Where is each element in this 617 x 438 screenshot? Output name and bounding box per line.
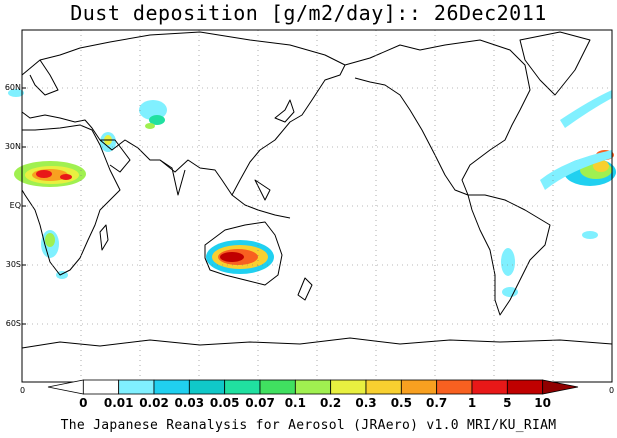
- colorbar-segment: [330, 379, 367, 395]
- colorbar-tick-label: 0.05: [209, 396, 240, 410]
- colorbar-tick-label: 5: [503, 396, 512, 410]
- map-title: Dust deposition [g/m2/day]:: 26Dec2011: [70, 1, 547, 25]
- latitude-label: 60N: [4, 83, 21, 92]
- latitude-label: 30N: [4, 142, 21, 151]
- colorbar-segment: [224, 379, 261, 395]
- colorbar-tick-label: 0.02: [139, 396, 169, 410]
- colorbar-segment: [259, 379, 296, 395]
- colorbar-tick-label: 0.07: [245, 396, 275, 410]
- latitude-label: 60S: [5, 319, 21, 328]
- colorbar-segment: [82, 379, 120, 395]
- colorbar-tick-label: 1: [467, 396, 477, 410]
- latitude-label: EQ: [9, 201, 21, 210]
- colorbar-segment: [400, 379, 438, 395]
- latitude-label: 30S: [5, 260, 21, 269]
- colorbar-segment: [188, 379, 226, 395]
- colorbar-tick-label: 0.1: [284, 396, 306, 410]
- colorbar-tick-label: 0.01: [103, 396, 134, 410]
- colorbar-segment: [436, 379, 473, 395]
- corner-label-left: 0: [20, 386, 26, 395]
- graticule: [22, 30, 612, 382]
- colorbar-segment: [365, 379, 402, 395]
- footer-credit: The Japanese Reanalysis for Aerosol (JRA…: [60, 418, 557, 433]
- colorbar-tick-label: 0.03: [174, 396, 205, 410]
- colorbar-tick-label: 0.7: [426, 396, 448, 410]
- colorbar-tick-label: 0.5: [390, 396, 412, 410]
- colorbar-tick-label: 0.3: [355, 396, 377, 410]
- colorbar: [47, 379, 579, 395]
- colorbar-tick-label: 0: [79, 396, 88, 410]
- colorbar-segment: [118, 379, 155, 395]
- colorbar-segment: [153, 379, 190, 395]
- colorbar-segment: [506, 379, 544, 395]
- dust-shading: [8, 89, 616, 297]
- colorbar-segment: [471, 379, 508, 395]
- latitude-ticks: [22, 87, 26, 325]
- colorbar-segment: [47, 379, 84, 395]
- corner-label-right: 0: [609, 386, 615, 395]
- coastlines: [21, 31, 613, 349]
- colorbar-tick-label: 0.2: [320, 396, 342, 410]
- colorbar-segment: [542, 379, 579, 395]
- colorbar-tick-label: 10: [534, 396, 552, 410]
- colorbar-segment: [294, 379, 332, 395]
